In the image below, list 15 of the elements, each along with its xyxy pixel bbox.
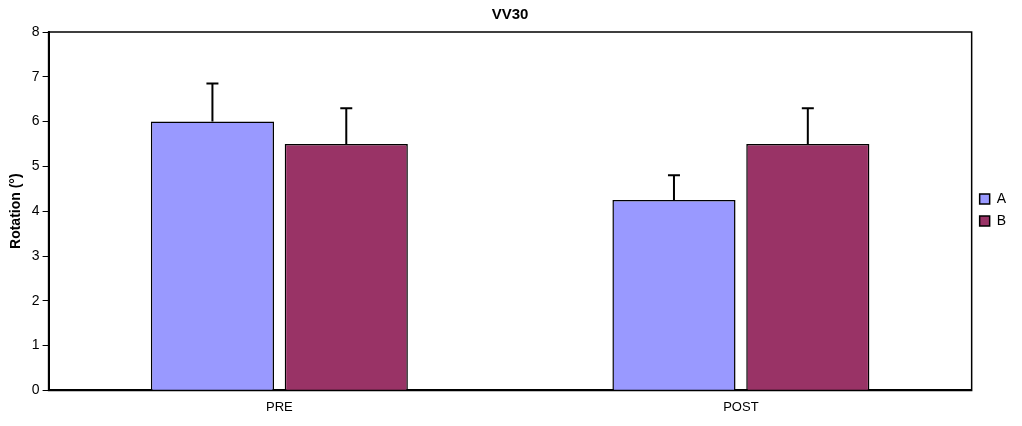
chart-title: VV30 xyxy=(491,5,529,23)
legend-label: B xyxy=(996,211,1007,228)
y-tick-label: 7 xyxy=(31,67,40,84)
legend-label: A xyxy=(996,189,1007,206)
y-tick-label: 0 xyxy=(31,381,40,398)
y-tick-label: 3 xyxy=(31,246,40,263)
x-tick-label: PRE xyxy=(265,398,294,414)
y-tick-label: 1 xyxy=(31,336,40,353)
y-tick-label: 8 xyxy=(31,22,40,39)
x-tick-label: POST xyxy=(723,398,759,414)
y-tick-label: 2 xyxy=(31,291,40,308)
y-tick-label: 6 xyxy=(31,112,40,129)
y-tick-label: 5 xyxy=(31,157,40,174)
y-axis-title: Rotation (°) xyxy=(7,173,24,249)
y-tick-label: 4 xyxy=(31,202,40,219)
